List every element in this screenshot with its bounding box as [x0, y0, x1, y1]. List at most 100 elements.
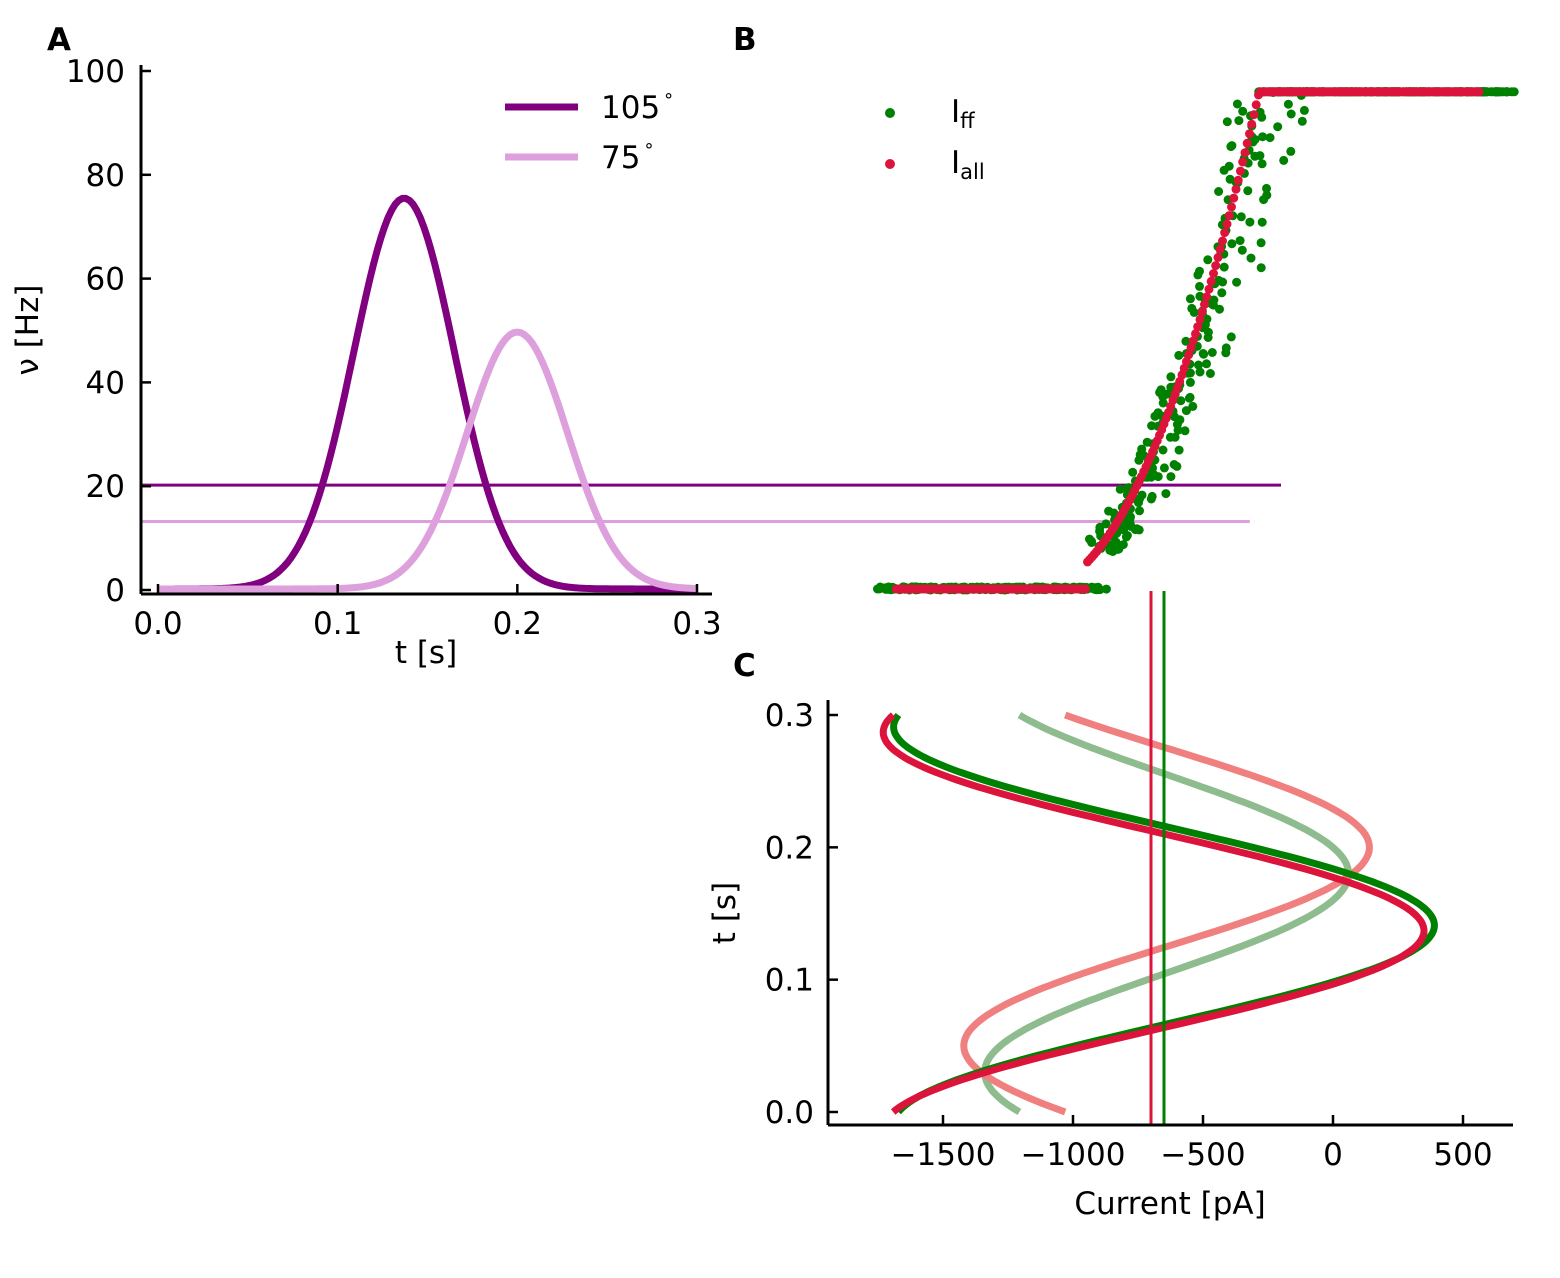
- panel-c-x-tick-label: 500: [1433, 1137, 1492, 1173]
- panel-a-y-label: ν [Hz]: [10, 285, 46, 376]
- panel-b-point-iall: [1211, 261, 1221, 271]
- panel-b-point-iall: [1193, 322, 1203, 332]
- panel-b-point-iff: [875, 582, 885, 592]
- panel-b-point-iall: [1209, 269, 1218, 278]
- panel-b-point-iff: [1172, 461, 1182, 471]
- panel-b-point-iff: [1158, 445, 1168, 455]
- panel-b-point-iff: [1502, 87, 1512, 97]
- panel-b-point-iall: [1245, 129, 1254, 139]
- panel-a-y-tick-label: 40: [86, 365, 125, 401]
- panel-c-y-label: t [s]: [707, 882, 743, 944]
- panel-b-point-iff: [1205, 369, 1215, 378]
- panel-b-point-iff: [1245, 217, 1255, 227]
- panel-b-point-iff: [1238, 106, 1248, 116]
- panel-b-point-iff: [1085, 534, 1094, 544]
- panel-b-point-iff: [1161, 489, 1171, 499]
- panel-b-point-iff: [1174, 350, 1184, 360]
- panel-b-point-iff: [1234, 116, 1244, 126]
- panel-b-point-iall: [1195, 314, 1205, 324]
- panel-b-point-iall: [1242, 138, 1252, 148]
- panel-b-point-iff: [1262, 183, 1271, 193]
- panel-b-point-iall: [1200, 300, 1209, 309]
- panel-b-point-iall: [1202, 292, 1212, 302]
- panel-b-point-iff: [1217, 288, 1227, 298]
- panel-b-point-iff: [1195, 266, 1204, 276]
- panel-b-point-iff: [1150, 411, 1160, 421]
- panel-b-point-iall: [1474, 87, 1484, 97]
- panel-a-y-tick-label: 100: [66, 54, 125, 90]
- panel-b-point-iff: [1243, 186, 1253, 196]
- panel-b-point-iall: [1213, 253, 1223, 262]
- legend-label-105: 105 °: [601, 90, 673, 126]
- panel-b-point-iall: [1191, 329, 1200, 339]
- panel-b-point-iall: [1251, 100, 1261, 110]
- panel-b-point-iff: [1279, 155, 1289, 165]
- panel-c-x-tick-label: −500: [1160, 1137, 1245, 1173]
- panel-b-point-iff: [1115, 484, 1125, 494]
- panel-b-point-iff: [1170, 432, 1180, 442]
- panel-b-point-iall: [1182, 357, 1191, 367]
- panel-b-point-iff: [1265, 133, 1275, 143]
- panel-a-y-tick-label: 0: [105, 573, 125, 609]
- panel-c-y-tick-label: 0.1: [765, 963, 814, 999]
- panel-b-point-iall: [1184, 350, 1194, 360]
- panel-b-point-iff: [1142, 437, 1152, 447]
- panel-b-point-iff: [1181, 336, 1191, 346]
- legend-label-75: 75 °: [601, 140, 653, 176]
- panel-b-point-iall: [1222, 219, 1232, 229]
- panel-b-point-iall: [1227, 202, 1236, 212]
- panel-b-point-iall: [1238, 157, 1248, 167]
- panel-b-point-iff: [1173, 425, 1183, 435]
- panel-b-point-iff: [1195, 281, 1204, 291]
- panel-b-point-iall: [1215, 244, 1225, 254]
- panel-b-point-iall: [1080, 584, 1090, 594]
- panel-b-point-iff: [1215, 304, 1224, 314]
- panel-b-point-iall: [1204, 284, 1214, 294]
- panel-b-point-iall: [1240, 148, 1250, 158]
- panel-b-point-iff: [1181, 406, 1191, 416]
- panel-a-x-tick-label: 0.0: [133, 606, 182, 642]
- panel-c-y-tick-label: 0.3: [765, 698, 814, 734]
- panel-b-point-iff: [1121, 532, 1131, 542]
- panel-b-point-iff: [1203, 333, 1213, 342]
- panel-b-point-iff: [1257, 159, 1267, 169]
- panel-b-point-iff: [1148, 469, 1158, 479]
- panel-b-point-iall: [1249, 110, 1259, 120]
- panel-b-point-iff: [1104, 506, 1114, 516]
- panel-b-point-iff: [1155, 387, 1165, 397]
- panel-a-x-tick-label: 0.3: [672, 606, 721, 642]
- panel-b-point-iff: [1283, 99, 1293, 109]
- panel-b-point-iff: [1235, 236, 1245, 246]
- panel-c-y-tick-label: 0.0: [765, 1095, 814, 1131]
- panel-b-point-iff: [1256, 263, 1266, 273]
- panel-c-x-label: Current [pA]: [1074, 1186, 1265, 1222]
- panel-a-plot: 0.0 0.1 0.2 0.3 0 20 40 60 80 100 t [s] ν [Hz] 10…: [10, 54, 1281, 671]
- panel-b-point-iff: [1185, 392, 1195, 402]
- legend-marker-iall: [885, 159, 895, 169]
- panel-a-y-tick-label: 20: [86, 469, 125, 505]
- panel-b-point-iff: [1219, 165, 1229, 175]
- panel-b-point-iff: [1188, 401, 1198, 411]
- panel-b-point-iff: [1137, 490, 1147, 500]
- panel-b-point-iff: [1101, 584, 1111, 594]
- panel-c-current-curve-1: [879, 712, 1428, 1115]
- legend-label-iall: Iall: [951, 145, 985, 184]
- panel-b-point-iall: [1220, 228, 1230, 238]
- panel-b-point-iff: [1258, 132, 1268, 142]
- panel-b-point-iff: [1237, 245, 1247, 255]
- panel-b-point-iall: [1218, 236, 1227, 246]
- panel-b-point-iff: [1250, 151, 1260, 161]
- panel-b-point-iall: [1206, 276, 1216, 286]
- panel-b-point-iff: [1273, 122, 1283, 132]
- panel-a-x-tick-label: 0.1: [313, 606, 362, 642]
- panel-b-plot: Iff Iall: [873, 87, 1519, 595]
- panel-b-point-iff: [1222, 117, 1232, 127]
- panel-b-point-iff: [1221, 343, 1231, 353]
- panel-label-b: B: [733, 22, 757, 58]
- legend-label-iff: Iff: [951, 94, 975, 133]
- legend-marker-iff: [885, 108, 895, 118]
- panel-b-point-iff: [1187, 303, 1197, 313]
- panel-b-point-iff: [1180, 426, 1190, 436]
- panel-b-point-iff: [1286, 109, 1296, 119]
